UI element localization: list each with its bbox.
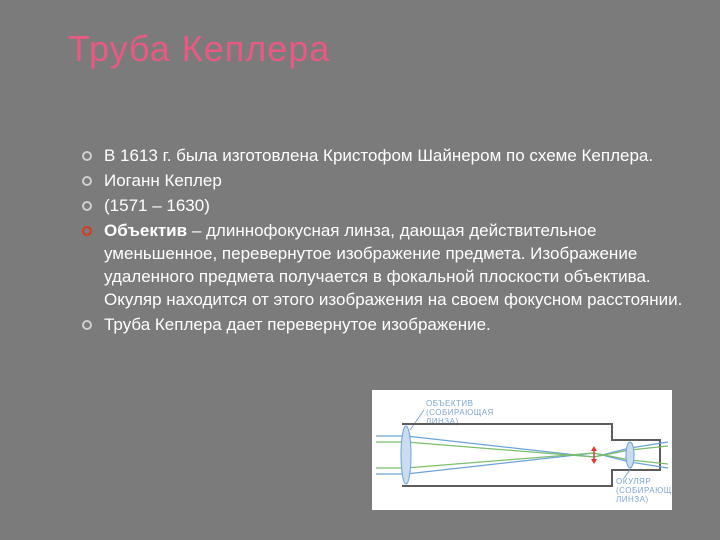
objective-label-2: (СОБИРАЮЩАЯ <box>426 408 494 417</box>
telescope-diagram: ОБЪЕКТИВ (СОБИРАЮЩАЯ ЛИНЗА) ОКУЛЯР (СОБИ… <box>372 390 672 510</box>
objective-leader <box>410 410 424 430</box>
objective-label-1: ОБЪЕКТИВ <box>426 399 474 408</box>
rays <box>376 436 668 474</box>
bullet-item: Труба Кеплера дает перевернутое изображе… <box>78 314 690 337</box>
objective-lens <box>401 426 411 484</box>
bullet-item: В 1613 г. была изготовлена Кристофом Шай… <box>78 145 690 168</box>
eyepiece-label-2: (СОБИРАЮЩАЯ <box>616 486 672 495</box>
bullet-item: Объектив – длиннофокусная линза, дающая … <box>78 220 690 312</box>
eyepiece-label-1: ОКУЛЯР <box>616 477 651 486</box>
eyepiece-lens <box>626 442 634 468</box>
slide-title: Труба Кеплера <box>68 28 330 70</box>
bullet-item: Иоганн Кеплер <box>78 170 690 193</box>
bullet-list: В 1613 г. была изготовлена Кристофом Шай… <box>38 145 690 339</box>
slide: Труба Кеплера В 1613 г. была изготовлена… <box>0 0 720 540</box>
focal-marker <box>591 446 597 464</box>
bullet-item: (1571 – 1630) <box>78 195 690 218</box>
eyepiece-label-3: ЛИНЗА) <box>616 495 649 504</box>
